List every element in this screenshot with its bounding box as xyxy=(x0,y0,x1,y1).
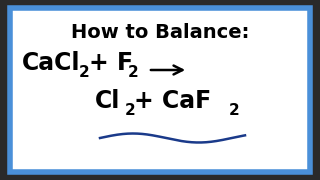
Text: 2: 2 xyxy=(125,103,136,118)
Text: + F: + F xyxy=(89,51,133,75)
Text: + CaF: + CaF xyxy=(134,89,211,113)
Text: How to Balance:: How to Balance: xyxy=(71,22,249,42)
Text: CaCl: CaCl xyxy=(22,51,81,75)
Text: 2: 2 xyxy=(128,65,139,80)
Text: 2: 2 xyxy=(79,65,90,80)
Text: Cl: Cl xyxy=(95,89,120,113)
Text: 2: 2 xyxy=(229,103,240,118)
